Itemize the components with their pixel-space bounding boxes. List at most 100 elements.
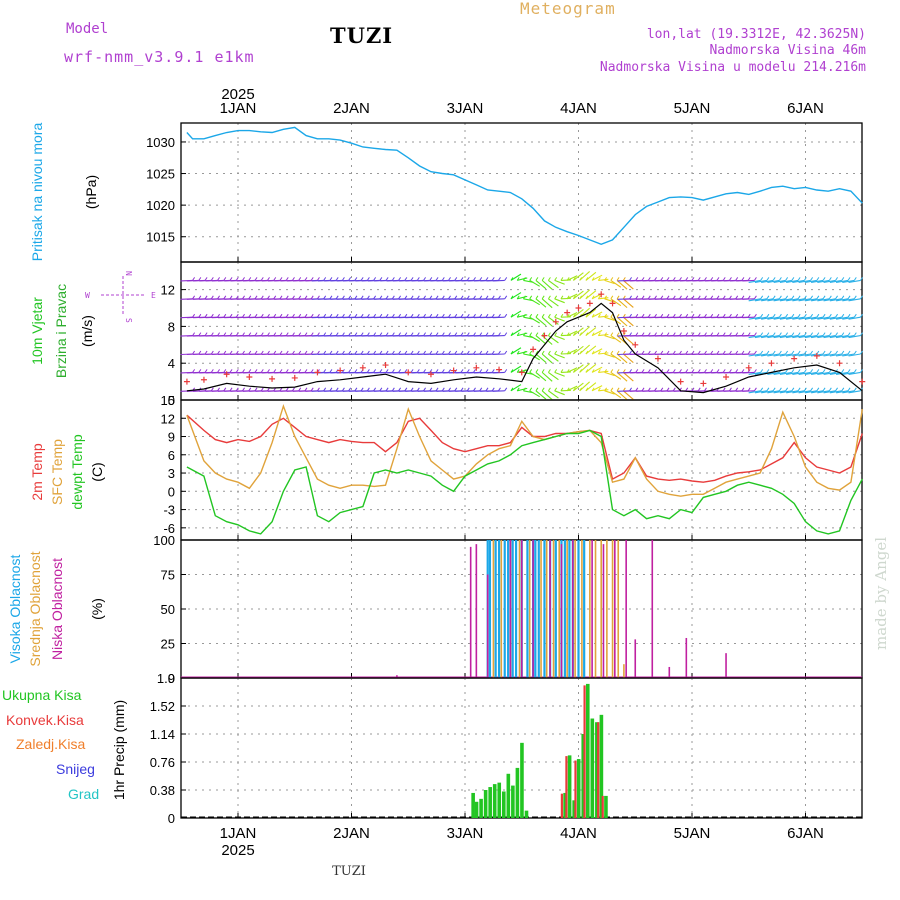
wind-barb-flag <box>841 277 845 281</box>
wind-barb-flag <box>791 277 795 281</box>
wind-barb-flag <box>754 369 757 373</box>
wind-barb <box>585 363 597 373</box>
wind-barb-flag <box>485 277 489 281</box>
wind-barb-flag <box>597 295 601 300</box>
wind-barb-flag <box>310 313 314 318</box>
wind-barb-flag <box>523 313 526 318</box>
wind-barb-flag <box>192 350 196 355</box>
wind-barb <box>517 314 528 318</box>
top-day-label: 3JAN <box>447 100 484 117</box>
wind-barb <box>823 353 836 357</box>
wind-barb-flag <box>747 387 751 392</box>
wind-barb-flag <box>697 350 701 355</box>
wind-barb-flag <box>460 313 464 318</box>
gust-marker <box>200 376 207 383</box>
wind-barb <box>591 329 603 337</box>
wind-barb-flag <box>260 295 264 300</box>
wind-barb-flag <box>235 369 239 373</box>
wind-barb-flag <box>217 313 220 318</box>
wind-barb-flag <box>198 277 202 281</box>
wind-barb-flag <box>491 350 495 355</box>
wind-barb <box>579 270 591 281</box>
wind-barb-flag <box>310 387 314 392</box>
wind-barb-flag <box>672 277 676 281</box>
wind-barb-flag <box>585 350 589 355</box>
wind-barb-flag <box>741 277 745 281</box>
wind-barb <box>510 310 522 318</box>
wind-barb-flag <box>304 369 308 373</box>
precip-bar <box>479 798 483 818</box>
wind-barb <box>622 279 634 290</box>
wind-barb-flag <box>679 277 682 281</box>
wind-barb-flag <box>473 387 476 392</box>
wind-barb-flag <box>379 313 383 318</box>
wind-barb-flag <box>348 295 352 300</box>
wind-barb-flag <box>616 332 620 336</box>
wind-barb <box>811 335 824 339</box>
precip-bar <box>474 801 479 818</box>
wind-barb <box>811 298 824 302</box>
precip-bar <box>595 722 599 818</box>
wind-barb-flag <box>591 387 595 392</box>
wind-barb <box>510 273 522 281</box>
wind-barb-flag <box>685 277 689 281</box>
wind-barb-flag <box>754 313 757 318</box>
wind-barb-flag <box>342 313 345 318</box>
wind-barb-flag <box>666 387 670 392</box>
wind-barb-flag <box>235 295 239 300</box>
wind-barb <box>848 371 861 375</box>
wind-barb <box>529 335 540 342</box>
wind-barb-flag <box>248 369 252 373</box>
wind-barb-flag <box>223 387 227 392</box>
wind-barb-flag <box>604 369 608 373</box>
wind-barb <box>622 371 634 382</box>
wind-barb-flag <box>554 332 558 336</box>
wind-barb-flag <box>560 387 564 392</box>
station-title: TUZI <box>330 23 393 48</box>
temp-ylabel-line3: dewpt Temp <box>69 434 85 509</box>
wind-barb-flag <box>766 369 770 373</box>
wind-barb-flag <box>491 387 495 392</box>
wind-barb-flag <box>797 332 801 336</box>
wind-barb-flag <box>741 350 745 355</box>
wind-barb-flag <box>535 387 539 392</box>
wind-barb <box>591 385 603 392</box>
wind-barb-flag <box>479 387 483 392</box>
wind-barb <box>742 390 755 392</box>
wind-barb <box>767 335 780 339</box>
wind-barb-flag <box>672 387 676 392</box>
wind-barb <box>541 390 553 401</box>
wind-barb-flag <box>210 277 214 281</box>
wind-barb <box>754 371 768 375</box>
wind-barb-flag <box>548 387 551 392</box>
wind-barb-flag <box>510 332 514 336</box>
temp-series-1 <box>186 403 863 497</box>
wind-barb <box>492 353 505 356</box>
wind-barb-flag <box>498 350 501 355</box>
wind-barb-flag <box>835 387 838 392</box>
wind-barb-flag <box>529 332 533 336</box>
wind-barb <box>817 390 830 394</box>
wind-barb-flag <box>791 295 795 300</box>
wind-barb-flag <box>510 350 514 355</box>
wind-barb <box>622 335 634 345</box>
wind-barb-flag <box>485 313 489 318</box>
wind-barb-flag <box>853 350 857 355</box>
wind-barb-flag <box>822 332 826 336</box>
wind-barb-flag <box>379 350 383 355</box>
wind-barb-flag <box>398 369 402 373</box>
wind-barb <box>548 390 559 399</box>
wind-barb-flag <box>523 387 526 392</box>
wind-barb <box>786 371 799 375</box>
wind-barb <box>554 279 565 285</box>
wind-barb-flag <box>616 387 620 392</box>
wind-barb <box>767 371 780 375</box>
wind-barb-flag <box>516 369 520 373</box>
gust-marker <box>246 374 253 380</box>
wind-barb-flag <box>722 387 726 392</box>
wind-barb-flag <box>435 387 439 392</box>
wind-barb-flag <box>647 387 651 392</box>
wind-barb-flag <box>722 277 726 281</box>
precip-bar <box>563 792 567 818</box>
wind-barb-flag <box>485 387 489 392</box>
